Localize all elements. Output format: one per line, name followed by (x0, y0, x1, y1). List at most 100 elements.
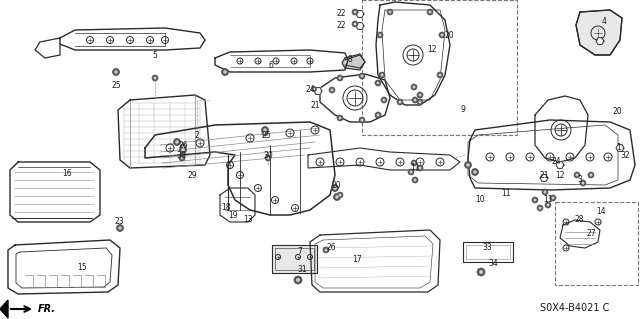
Text: 25: 25 (111, 80, 121, 90)
Text: 20: 20 (331, 181, 341, 189)
Circle shape (339, 116, 342, 120)
Text: 7: 7 (298, 248, 303, 256)
Text: 20: 20 (444, 32, 454, 41)
Circle shape (558, 163, 562, 167)
Bar (463, 242, 513, 262)
Circle shape (429, 11, 431, 13)
Text: 11: 11 (543, 196, 553, 204)
Text: 21: 21 (540, 170, 548, 180)
Circle shape (538, 206, 541, 210)
Circle shape (413, 179, 417, 182)
Text: 20: 20 (612, 108, 622, 116)
Circle shape (175, 140, 179, 144)
Circle shape (440, 33, 444, 36)
Circle shape (479, 270, 483, 274)
Text: 25: 25 (261, 130, 271, 139)
Text: 26: 26 (326, 243, 336, 253)
Circle shape (413, 99, 417, 101)
Bar (466, 245, 510, 259)
Text: 17: 17 (352, 255, 362, 263)
Circle shape (387, 9, 393, 15)
Circle shape (417, 165, 423, 171)
Circle shape (316, 89, 320, 93)
Circle shape (262, 127, 269, 133)
Circle shape (472, 168, 479, 175)
Circle shape (332, 184, 339, 191)
Circle shape (337, 75, 343, 81)
Circle shape (115, 70, 118, 74)
Circle shape (411, 160, 417, 166)
Circle shape (333, 187, 337, 189)
Text: 16: 16 (62, 168, 72, 177)
Text: 14: 14 (596, 206, 606, 216)
Circle shape (179, 155, 185, 161)
Circle shape (410, 170, 413, 174)
Circle shape (264, 131, 266, 135)
Polygon shape (314, 87, 322, 94)
Circle shape (473, 170, 477, 174)
Circle shape (333, 186, 337, 190)
Circle shape (399, 100, 401, 103)
Circle shape (323, 247, 329, 253)
Circle shape (294, 276, 302, 284)
Text: 23: 23 (114, 218, 124, 226)
Circle shape (408, 169, 414, 175)
Circle shape (358, 12, 362, 16)
Circle shape (582, 182, 584, 184)
Circle shape (181, 148, 185, 152)
Circle shape (477, 268, 485, 276)
Circle shape (376, 81, 380, 85)
Circle shape (381, 97, 387, 103)
Circle shape (580, 180, 586, 186)
Text: 12: 12 (428, 46, 436, 55)
Circle shape (154, 77, 157, 79)
Circle shape (467, 163, 470, 167)
Circle shape (118, 226, 122, 230)
Text: 22: 22 (336, 20, 346, 29)
Circle shape (265, 155, 271, 161)
Circle shape (180, 157, 184, 160)
Text: 21: 21 (310, 101, 320, 110)
Circle shape (339, 77, 342, 79)
Text: 22: 22 (336, 9, 346, 18)
Circle shape (152, 75, 158, 81)
Polygon shape (576, 10, 622, 55)
Circle shape (332, 185, 338, 191)
Polygon shape (0, 300, 8, 318)
Circle shape (419, 100, 422, 103)
Text: 27: 27 (586, 229, 596, 239)
Circle shape (263, 128, 267, 132)
Text: 2: 2 (195, 131, 200, 140)
Circle shape (618, 146, 622, 150)
Text: 26: 26 (178, 140, 188, 150)
Circle shape (360, 75, 364, 78)
Polygon shape (342, 54, 365, 70)
Circle shape (379, 72, 385, 78)
Text: 30: 30 (176, 151, 186, 160)
Bar (555, 202, 638, 285)
Circle shape (333, 194, 340, 201)
Circle shape (324, 249, 328, 251)
Text: 3: 3 (577, 174, 582, 183)
Text: 15: 15 (77, 263, 87, 272)
Circle shape (419, 167, 422, 169)
Bar (362, 0, 517, 135)
Circle shape (339, 194, 342, 197)
Text: 34: 34 (488, 258, 498, 268)
Circle shape (534, 198, 536, 202)
Text: 24: 24 (551, 158, 561, 167)
Circle shape (173, 138, 180, 145)
Circle shape (532, 197, 538, 203)
Text: 11: 11 (410, 162, 420, 172)
Circle shape (116, 225, 124, 232)
Circle shape (359, 73, 365, 79)
Circle shape (397, 99, 403, 105)
Circle shape (465, 161, 472, 168)
Circle shape (381, 73, 383, 77)
Text: 24: 24 (305, 85, 315, 94)
Text: 12: 12 (556, 170, 564, 180)
Polygon shape (356, 11, 364, 18)
Circle shape (377, 32, 383, 38)
Text: 13: 13 (243, 216, 253, 225)
Circle shape (352, 21, 358, 27)
